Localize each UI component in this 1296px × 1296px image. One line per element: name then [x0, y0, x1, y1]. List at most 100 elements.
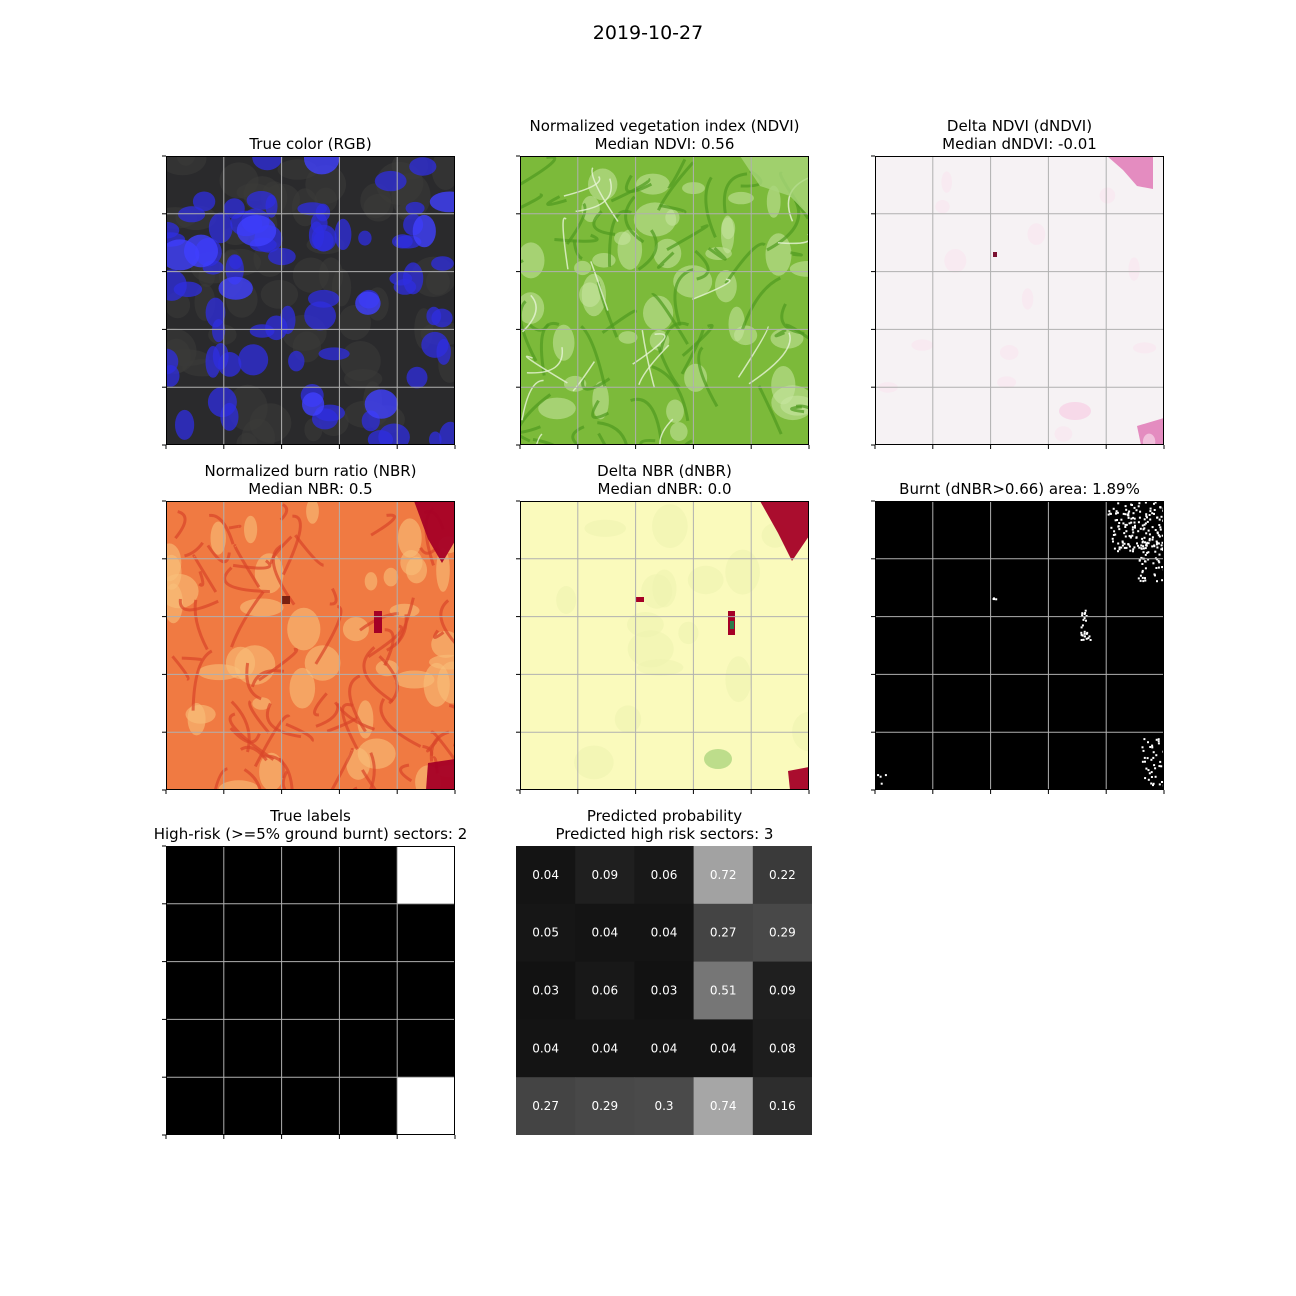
- texture-speck: [1140, 544, 1143, 547]
- texture-speck: [1156, 541, 1159, 544]
- texture-speck: [1160, 515, 1163, 518]
- texture-speck: [1131, 528, 1134, 531]
- texture-speck: [1141, 569, 1144, 572]
- panel-title: True color (RGB): [86, 135, 535, 153]
- texture-blob: [652, 504, 688, 548]
- texture-streak: [228, 524, 242, 530]
- texture-speck: [1152, 751, 1155, 754]
- texture-speck: [1127, 516, 1130, 519]
- panel-title: Delta NDVI (dNDVI) Median dNDVI: -0.01: [795, 117, 1244, 153]
- texture-streak: [394, 597, 415, 646]
- texture-speck: [1147, 551, 1150, 554]
- texture-streak: [228, 712, 275, 761]
- texture-speck: [1160, 548, 1163, 551]
- texture-blob: [1128, 257, 1140, 281]
- texture-speck: [1118, 546, 1121, 549]
- texture-blob: [641, 574, 673, 609]
- texture-speck: [1117, 542, 1120, 545]
- texture-streak: [638, 344, 670, 386]
- texture-speck: [1083, 632, 1086, 635]
- probability-cell: [634, 961, 695, 1020]
- texture-speck: [1138, 502, 1141, 505]
- texture-streak: [520, 406, 531, 443]
- texture-speck: [1148, 772, 1151, 775]
- texture-streak: [368, 752, 376, 790]
- labels-svg: [166, 846, 455, 1135]
- panel-true-color: True color (RGB): [162, 135, 456, 449]
- texture-streak: [575, 178, 612, 213]
- texture-blob: [436, 338, 451, 365]
- texture-blob: [364, 572, 378, 591]
- texture-streak: [193, 599, 209, 651]
- ndvi-image: [520, 156, 809, 445]
- texture-speck: [1146, 551, 1149, 554]
- texture-speck: [1157, 566, 1160, 569]
- texture-speck: [1128, 522, 1131, 525]
- texture-blob: [192, 191, 216, 212]
- texture-streak: [651, 365, 690, 422]
- texture-streak: [245, 662, 262, 701]
- panel-dndvi: Delta NDVI (dNDVI) Median dNDVI: -0.01: [871, 117, 1165, 449]
- texture-speck: [1144, 541, 1146, 544]
- panel-title: Normalized vegetation index (NDVI) Media…: [440, 117, 889, 153]
- texture-speck: [1112, 534, 1115, 536]
- texture-streak: [591, 167, 619, 222]
- texture-blob: [878, 382, 898, 393]
- probability-label: 0.03: [651, 984, 678, 998]
- texture-speck: [1082, 618, 1085, 621]
- probability-label: 0.09: [769, 984, 796, 998]
- texture-streak: [526, 347, 564, 374]
- texture-speck: [1123, 532, 1126, 535]
- texture-streak: [785, 323, 809, 340]
- texture-speck: [282, 596, 290, 604]
- texture-speck: [1156, 546, 1159, 549]
- texture-streak: [697, 346, 719, 408]
- texture-speck: [1140, 547, 1143, 550]
- texture-blob: [210, 521, 226, 555]
- texture-speck: [1132, 516, 1135, 519]
- texture-speck: [1109, 512, 1112, 515]
- panel-title-line2: High-risk (>=5% ground burnt) sectors: 2: [153, 825, 468, 843]
- texture-streak: [379, 698, 422, 748]
- texture-blob: [941, 171, 952, 193]
- texture-blob: [584, 519, 626, 537]
- texture-speck: [1085, 619, 1087, 622]
- texture-speck: [1139, 579, 1142, 582]
- texture-blob: [429, 191, 455, 213]
- texture-blob: [304, 301, 336, 331]
- texture-speck: [1138, 516, 1141, 519]
- texture-speck: [1123, 542, 1126, 545]
- texture-speck: [1162, 509, 1164, 512]
- texture-speck: [1120, 518, 1123, 521]
- texture-streak: [191, 649, 213, 711]
- texture-speck: [1158, 765, 1161, 768]
- texture-speck: [1127, 512, 1130, 515]
- texture-speck: [1128, 535, 1131, 537]
- texture-speck: [1154, 767, 1157, 770]
- panel-burnt: Burnt (dNBR>0.66) area: 1.89%: [871, 480, 1165, 794]
- probability-label: 0.29: [591, 1099, 618, 1113]
- texture-streak: [562, 217, 569, 270]
- texture-blob: [208, 212, 233, 244]
- texture-blob: [999, 345, 1019, 360]
- texture-speck: [1115, 510, 1118, 513]
- texture-streak: [521, 294, 537, 333]
- texture-patch: [426, 759, 455, 790]
- texture-speck: [1080, 639, 1083, 641]
- texture-blob: [552, 324, 575, 361]
- panel-title-line1: Normalized vegetation index (NDVI): [529, 117, 800, 135]
- panel-title: True labels High-risk (>=5% ground burnt…: [86, 807, 535, 843]
- texture-speck: [1157, 559, 1160, 562]
- texture-speck: [1132, 550, 1134, 553]
- texture-streak: [704, 176, 717, 238]
- texture-speck: [1085, 615, 1088, 617]
- probability-cell: [575, 1019, 635, 1078]
- texture-speck: [1135, 536, 1138, 539]
- texture-blob: [721, 217, 736, 240]
- texture-speck: [1149, 746, 1152, 748]
- label-cell: [397, 1077, 455, 1135]
- texture-speck: [1146, 757, 1149, 760]
- texture-speck: [1154, 529, 1157, 531]
- probability-label: 0.72: [710, 868, 737, 882]
- texture-streak: [230, 590, 265, 648]
